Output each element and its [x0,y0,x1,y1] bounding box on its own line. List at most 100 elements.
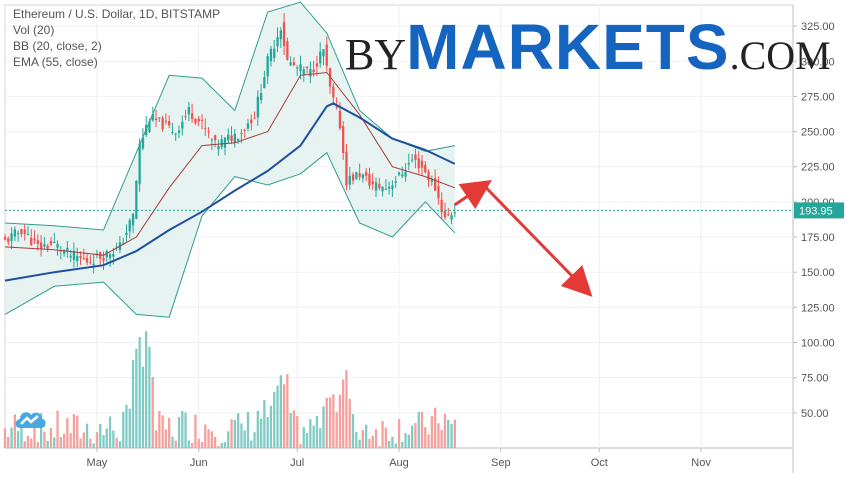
volume-bar [276,385,279,448]
candle-body [292,62,296,65]
candle-body [174,133,177,135]
volume-bar [427,434,430,448]
candle-body [69,255,72,258]
volume-bar [3,428,7,448]
candle-body [319,51,322,64]
volume-bar [253,432,256,448]
volume-bar [273,391,276,448]
candle-body [10,233,13,241]
volume-bar [49,428,53,448]
volume-bar [351,414,355,448]
candle-body [325,44,328,66]
chart-legend: Ethereum / U.S. Dollar, 1D, BITSTAMP Vol… [13,6,220,70]
volume-bar [296,416,299,448]
volume-bar [197,438,200,448]
candle-body [378,183,381,189]
candle-body [131,213,135,226]
candle-body [217,146,220,150]
bollinger-middle-line [4,71,455,256]
volume-bar [174,440,177,448]
volume-bar [361,430,364,448]
volume-bar [342,379,345,448]
volume-bar [105,428,108,448]
candle-body [453,212,456,214]
volume-bar [108,416,112,448]
volume-bar [355,432,358,448]
candle-body [128,220,131,232]
candle-body [266,56,269,77]
volume-bar [233,419,236,448]
candle-body [108,254,112,259]
forecast-arrow-up [453,180,492,210]
candle-body [135,181,138,219]
volume-bar [397,419,401,448]
candle-body [72,250,76,260]
candle-body [427,171,430,181]
volume-bar [447,419,450,448]
candle-body [63,250,66,254]
candle-body [414,154,417,160]
volume-bar [36,442,39,448]
volume-bar [85,423,89,448]
brand-suffix: .COM [729,33,831,78]
volume-bar [391,436,394,448]
candle-body [154,118,158,121]
candle-body [66,247,69,251]
volume-bar [315,415,319,448]
candle-body [256,96,259,118]
time-tick-label: Jul [290,457,304,469]
volume-bar [453,419,456,448]
candle-body [191,113,194,119]
volume-bar [256,410,259,448]
candle-body [243,129,246,131]
candle-body [312,69,315,72]
candle-body [437,185,440,199]
candle-body [322,49,325,57]
volume-bar [200,442,204,448]
candle-body [112,254,115,257]
volume-bar [394,443,397,448]
candle-body [164,120,167,122]
volume-bar [411,425,414,448]
candle-body [355,172,358,180]
candle-body [315,63,319,67]
candle-body [443,210,447,218]
candle-body [43,244,46,247]
volume-bar [72,414,76,448]
candle-body [85,258,89,263]
candle-body [394,181,397,183]
volume-bar [99,423,102,448]
candle-body [246,123,250,129]
candle-body [237,138,240,141]
candle-body [351,174,355,181]
candle-body [407,163,410,165]
candle-body [368,174,371,186]
volume-bar [289,413,292,448]
volume-bar [424,427,427,448]
candle-body [286,41,289,60]
volume-bar [348,398,351,448]
price-tick-label: 175.00 [801,232,835,244]
candle-body [220,139,223,148]
candle-body [374,182,378,191]
candle-body [20,229,23,235]
candle-body [46,245,49,249]
candle-body [148,121,151,132]
price-tick-label: 125.00 [801,302,835,314]
candle-body [214,135,217,141]
candle-body [23,229,26,235]
volume-bar [158,411,161,448]
volume-bar [328,397,332,448]
candle-body [289,62,292,66]
legend-ema: EMA (55, close) [13,55,98,69]
candle-body [168,121,171,126]
candle-body [3,236,7,240]
candle-body [434,178,437,191]
volume-bar [279,375,282,448]
candle-body [17,232,20,234]
brand-main: MARKETS [406,11,730,83]
candle-body [204,127,207,129]
volume-bar [30,438,33,448]
candle-body [296,67,299,69]
